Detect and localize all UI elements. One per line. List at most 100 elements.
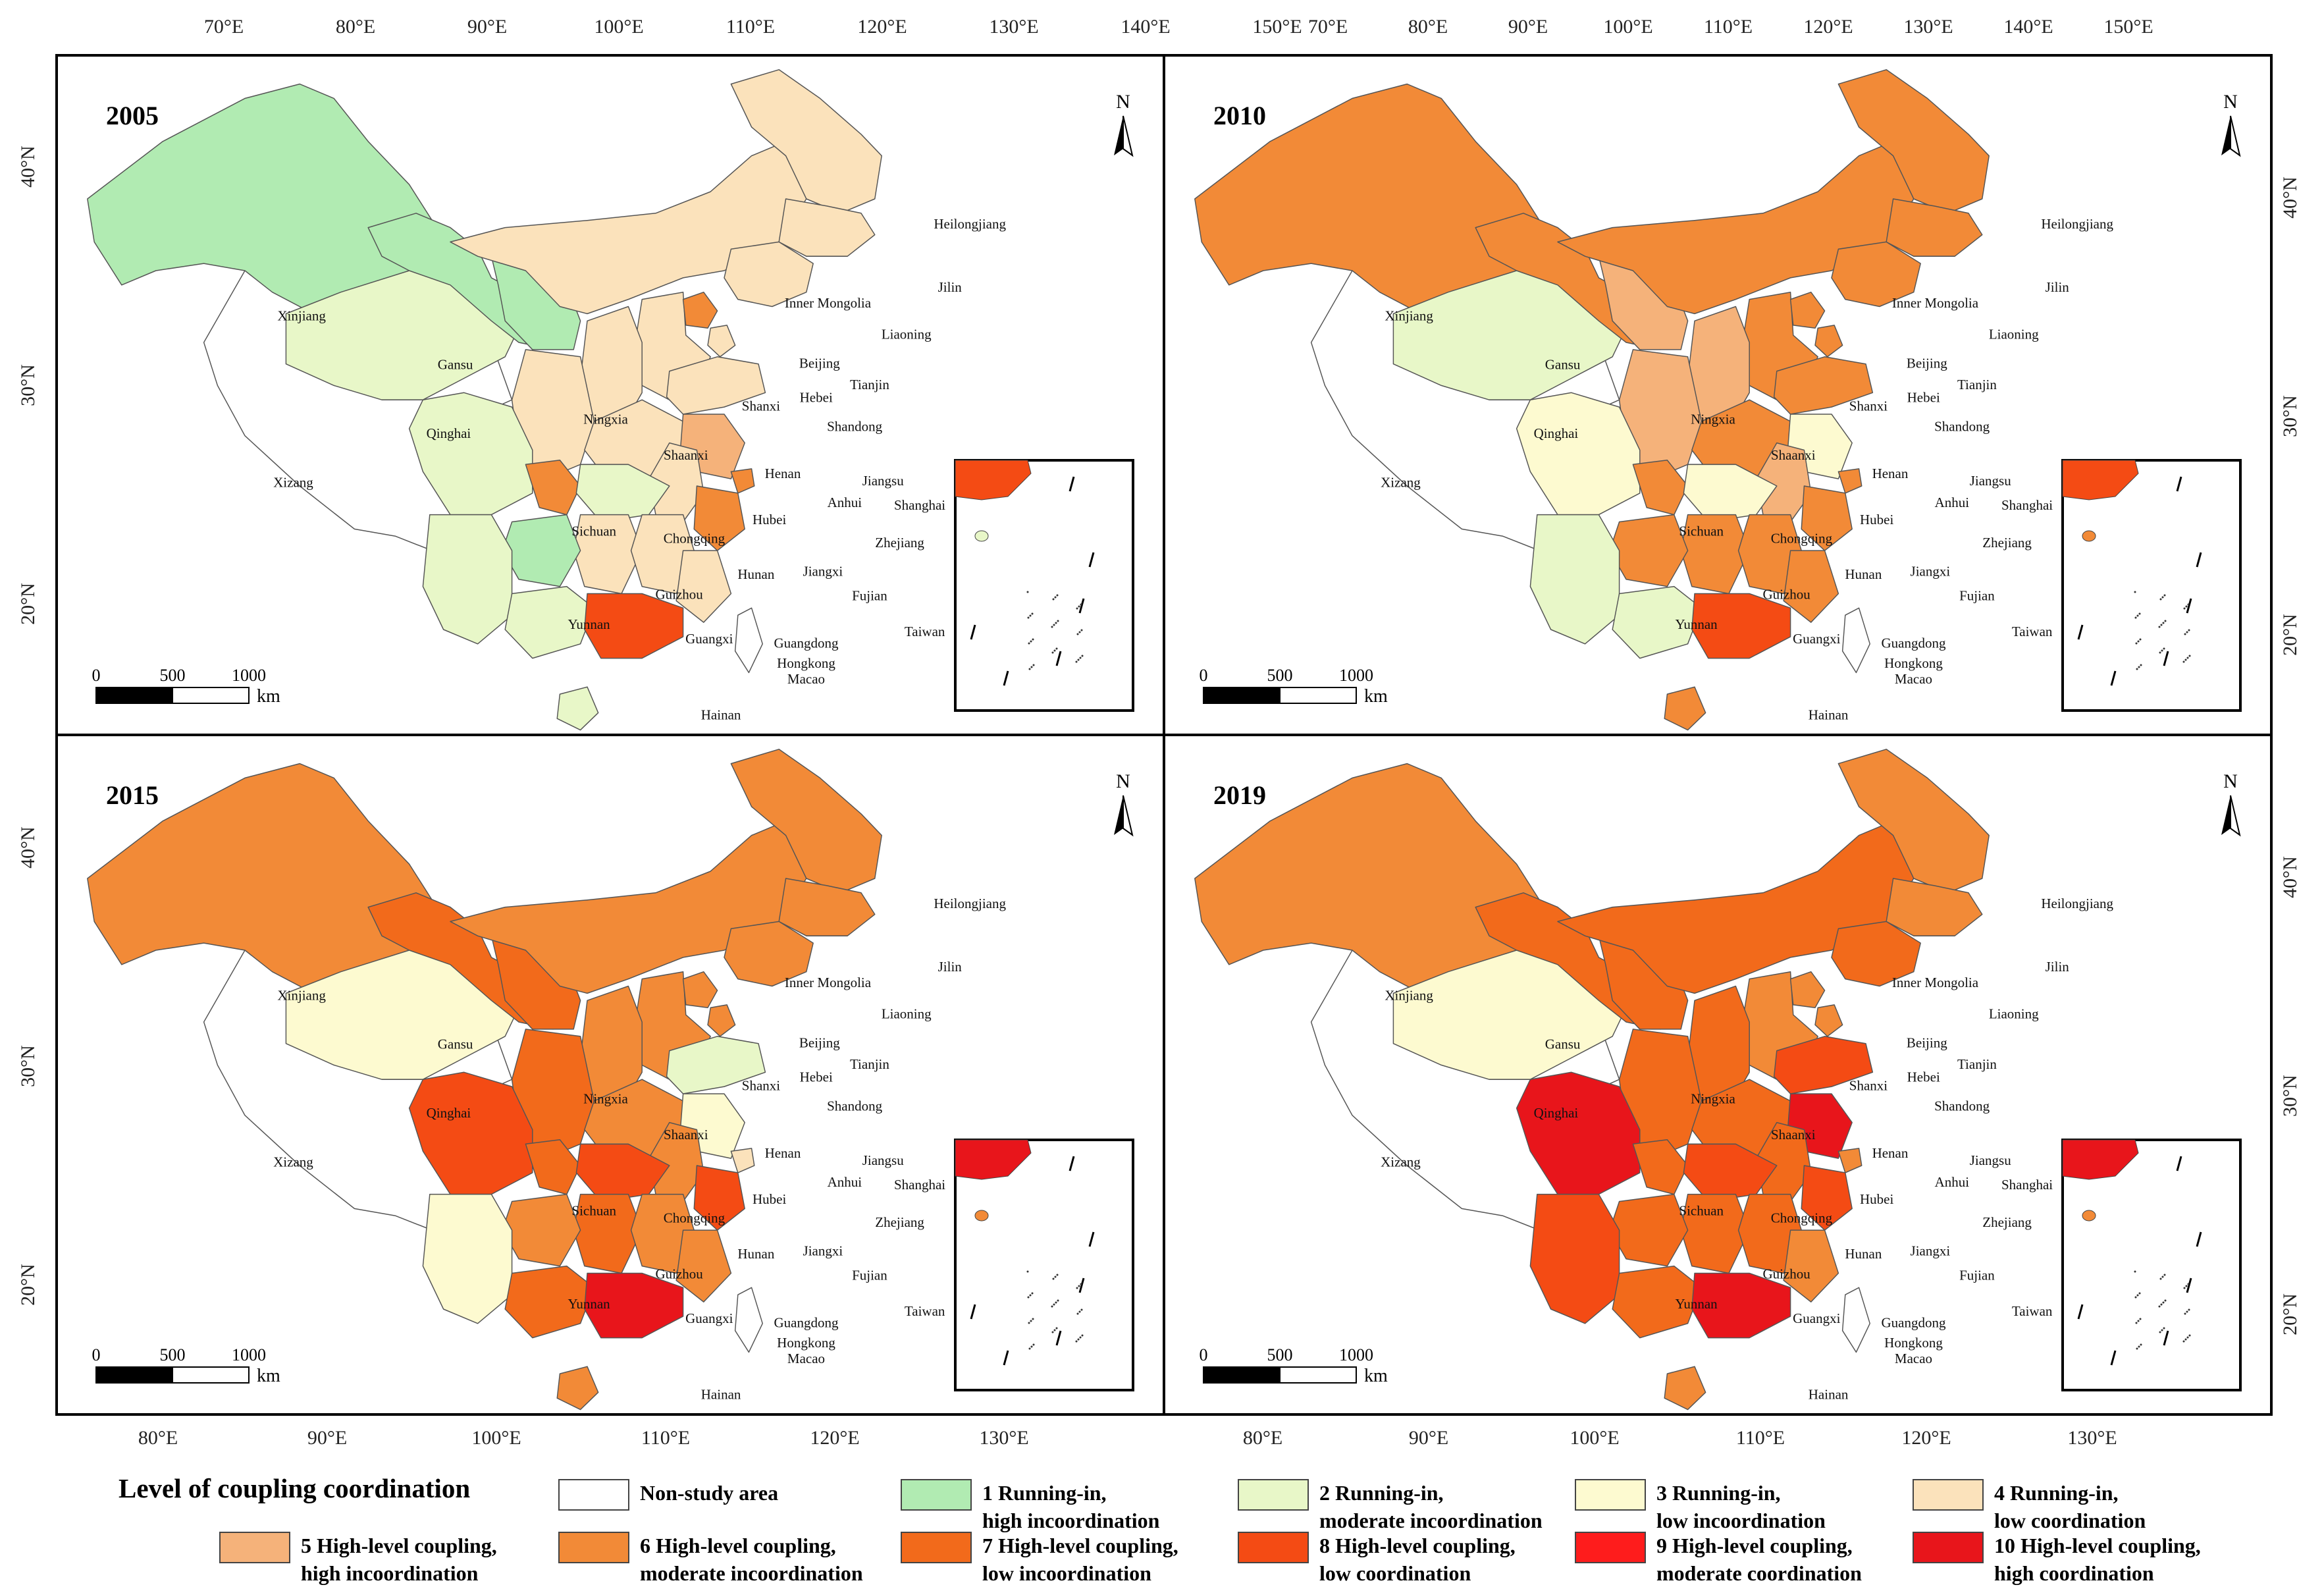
province-zhejiang[interactable]	[693, 1165, 745, 1231]
province-shanghai[interactable]	[1837, 1148, 1862, 1173]
province-shandong[interactable]	[1773, 1036, 1874, 1094]
province-guizhou[interactable]	[1609, 1193, 1689, 1267]
province-guangxi[interactable]	[1612, 585, 1703, 659]
province-hainan[interactable]	[556, 686, 599, 731]
province-shanghai[interactable]	[1837, 468, 1862, 494]
province-beijing[interactable]	[1789, 971, 1826, 1008]
province-taiwan[interactable]	[734, 607, 763, 674]
province-guangdong[interactable]	[584, 593, 684, 659]
label-innermongolia: Inner Mongolia	[1892, 975, 1979, 990]
scale-bar-unit: km	[1364, 1366, 1388, 1386]
province-chongqing[interactable]	[525, 459, 581, 516]
province-heilongjiang[interactable]	[1837, 749, 1990, 894]
province-jilin[interactable]	[1886, 198, 1983, 257]
label-shandong: Shandong	[827, 418, 883, 434]
province-hainan[interactable]	[1664, 1366, 1706, 1411]
province-labels-2015: Xinjiang Gansu Qinghai Xizang Ningxia Inner M…	[273, 896, 1006, 1403]
province-jiangxi[interactable]	[630, 514, 695, 595]
province-guangdong[interactable]	[1691, 593, 1791, 659]
province-guangxi[interactable]	[1612, 1265, 1703, 1339]
province-yunnan[interactable]	[1529, 514, 1620, 645]
province-tianjin[interactable]	[707, 1004, 736, 1037]
province-taiwan[interactable]	[734, 1287, 763, 1353]
province-shandong[interactable]	[1773, 356, 1874, 415]
north-arrow-icon: N	[1114, 770, 1134, 837]
province-sichuan[interactable]	[408, 392, 533, 516]
province-heilongjiang[interactable]	[730, 69, 882, 214]
scale-bar: 0 500 1000 km	[1200, 1345, 1388, 1386]
province-tianjin[interactable]	[1814, 1004, 1843, 1037]
province-jilin[interactable]	[778, 878, 876, 936]
panel-year-2015: 2015	[106, 780, 159, 810]
province-shanghai[interactable]	[730, 468, 755, 494]
province-jilin[interactable]	[1886, 878, 1983, 936]
province-zhejiang[interactable]	[1801, 1165, 1853, 1231]
scale-bar-unit: km	[257, 686, 280, 707]
legend-swatch	[1575, 1479, 1646, 1511]
province-liaoning[interactable]	[724, 921, 814, 987]
province-guangdong[interactable]	[584, 1272, 684, 1339]
top-axis-tick: 70°E	[204, 16, 244, 38]
top-axis-tick: 150°E	[2103, 16, 2153, 38]
province-guizhou[interactable]	[502, 514, 581, 587]
province-beijing[interactable]	[682, 971, 718, 1008]
scale-bar-label: 1000	[232, 666, 266, 685]
province-beijing[interactable]	[1789, 291, 1826, 329]
label-hongkong: Hongkong	[1884, 655, 1943, 671]
province-yunnan[interactable]	[1529, 1193, 1620, 1324]
province-guangdong[interactable]	[1691, 1272, 1791, 1339]
province-sichuan[interactable]	[408, 1071, 533, 1195]
province-fujian[interactable]	[675, 550, 732, 623]
province-guizhou[interactable]	[502, 1193, 581, 1267]
label-gansu: Gansu	[438, 357, 473, 373]
label-macao: Macao	[1895, 671, 1932, 687]
province-hainan[interactable]	[1664, 686, 1706, 731]
province-chongqing[interactable]	[1632, 459, 1689, 516]
province-jiangxi[interactable]	[630, 1193, 695, 1274]
province-fujian[interactable]	[1783, 550, 1839, 623]
province-labels-2019: Xinjiang Gansu Qinghai Xizang Ningxia Inner M…	[1381, 896, 2113, 1403]
province-taiwan[interactable]	[1841, 607, 1870, 674]
province-beijing[interactable]	[682, 291, 718, 329]
province-liaoning[interactable]	[1831, 921, 1921, 987]
top-axis-tick: 80°E	[1408, 16, 1448, 38]
label-beijing: Beijing	[799, 355, 840, 371]
province-guizhou[interactable]	[1609, 514, 1689, 587]
province-fujian[interactable]	[675, 1229, 732, 1303]
province-chongqing[interactable]	[1632, 1139, 1689, 1195]
province-jiangxi[interactable]	[1737, 514, 1802, 595]
province-fujian[interactable]	[1783, 1229, 1839, 1303]
province-guangxi[interactable]	[504, 585, 595, 659]
label-beijing: Beijing	[1907, 1035, 1947, 1050]
province-tianjin[interactable]	[1814, 325, 1843, 358]
map-panel-2015: Xinjiang Gansu Qinghai Xizang Ningxia Inner M…	[87, 749, 1134, 1411]
province-hainan[interactable]	[556, 1366, 599, 1411]
province-heilongjiang[interactable]	[730, 749, 882, 894]
province-jilin[interactable]	[778, 198, 876, 257]
province-guangxi[interactable]	[504, 1265, 595, 1339]
province-heilongjiang[interactable]	[1837, 69, 1990, 214]
province-shandong[interactable]	[666, 356, 766, 415]
province-zhejiang[interactable]	[1801, 485, 1853, 551]
legend-label: Non-study area	[640, 1481, 779, 1505]
province-liaoning[interactable]	[724, 241, 814, 308]
label-jiangsu: Jiangsu	[862, 473, 905, 489]
province-shanghai[interactable]	[730, 1148, 755, 1173]
province-shandong[interactable]	[666, 1036, 766, 1094]
label-jiangxi: Jiangxi	[803, 563, 843, 579]
province-sichuan[interactable]	[1516, 392, 1641, 516]
province-chongqing[interactable]	[525, 1139, 581, 1195]
top-axis-tick: 140°E	[2003, 16, 2053, 38]
legend-item: 5 High-level coupling, high incoordinatio…	[219, 1532, 497, 1587]
province-sichuan[interactable]	[1516, 1071, 1641, 1195]
left-axis-tick: 40°N	[17, 826, 39, 869]
province-yunnan[interactable]	[422, 514, 513, 645]
province-tianjin[interactable]	[707, 325, 736, 358]
legend-swatch	[901, 1532, 972, 1563]
province-yunnan[interactable]	[422, 1193, 513, 1324]
province-jiangxi[interactable]	[1737, 1193, 1802, 1274]
province-zhejiang[interactable]	[693, 485, 745, 551]
province-taiwan[interactable]	[1841, 1287, 1870, 1353]
province-liaoning[interactable]	[1831, 241, 1921, 308]
top-axis-tick: 130°E	[1903, 16, 1953, 38]
